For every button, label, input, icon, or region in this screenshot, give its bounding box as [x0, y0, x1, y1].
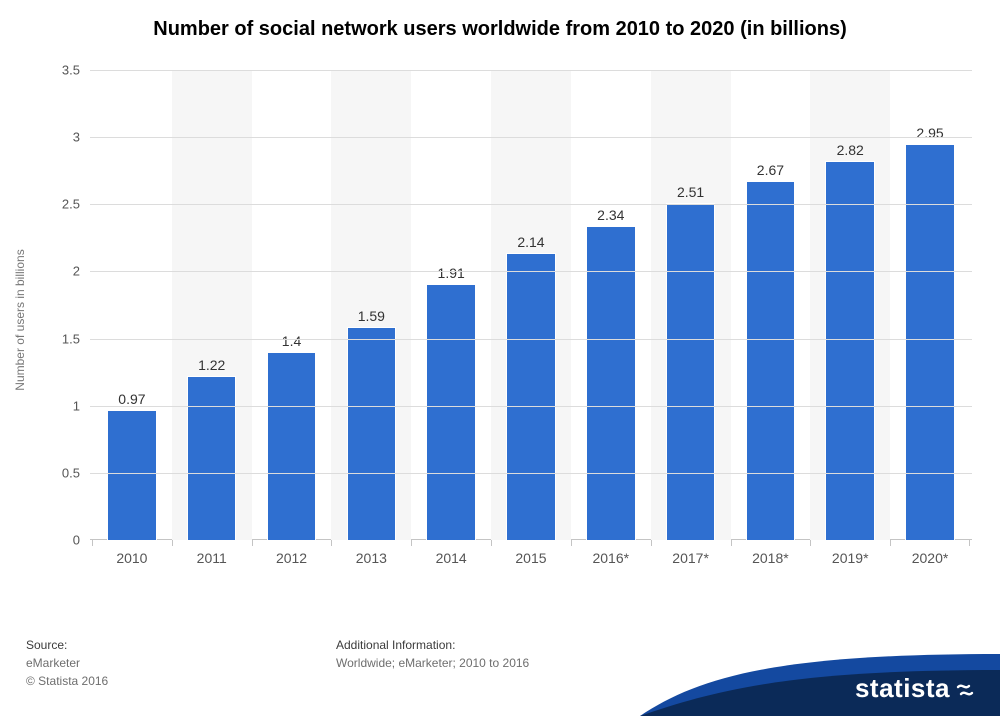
bar-slot: 1.42012: [252, 70, 332, 540]
bar: 2.82: [825, 161, 874, 540]
x-tick-mark: [810, 540, 811, 546]
x-tick-mark: [172, 540, 173, 546]
bar-slot: 2.142015: [491, 70, 571, 540]
bar-slot: 1.912014: [411, 70, 491, 540]
x-tick-mark: [731, 540, 732, 546]
y-tick-label: 2.5: [62, 197, 80, 212]
y-tick-label: 1: [73, 398, 80, 413]
bar-slot: 2.672018*: [731, 70, 811, 540]
y-axis-label: Number of users in billions: [13, 249, 27, 390]
bar: 2.34: [586, 226, 635, 540]
copyright-text: © Statista 2016: [26, 672, 108, 690]
bar-value-label: 2.82: [837, 142, 864, 158]
bar-slot: 2.822019*: [810, 70, 890, 540]
bar-slot: 1.222011: [172, 70, 252, 540]
bar: 1.91: [426, 284, 475, 540]
x-tick-mark: [411, 540, 412, 546]
y-tick-label: 3.5: [62, 63, 80, 78]
x-tick-mark: [651, 540, 652, 546]
plot-region: 0.9720101.2220111.420121.5920131.9120142…: [90, 70, 972, 540]
grid-line: [90, 137, 972, 138]
grid-line: [90, 406, 972, 407]
grid-line: [90, 271, 972, 272]
bar-slot: 2.512017*: [651, 70, 731, 540]
additional-info-text: Worldwide; eMarketer; 2010 to 2016: [336, 654, 529, 672]
source-block: Source: eMarketer © Statista 2016: [26, 636, 108, 690]
statista-wordmark: statista: [855, 673, 978, 704]
chart-area: Number of users in billions 0.9720101.22…: [42, 60, 982, 580]
additional-info-label: Additional Information:: [336, 636, 529, 654]
bar: 2.95: [905, 144, 954, 540]
x-tick-mark: [252, 540, 253, 546]
bar-value-label: 2.14: [517, 234, 544, 250]
x-tick-label: 2013: [356, 550, 387, 566]
y-tick-label: 1.5: [62, 331, 80, 346]
bar-value-label: 1.91: [438, 265, 465, 281]
bar-value-label: 2.95: [916, 125, 943, 141]
brand-text: statista: [855, 673, 950, 704]
grid-line: [90, 473, 972, 474]
bar: 1.59: [347, 327, 396, 541]
x-tick-label: 2017*: [672, 550, 709, 566]
x-tick-mark: [571, 540, 572, 546]
x-tick-mark: [969, 540, 970, 546]
grid-line: [90, 70, 972, 71]
bar-slot: 0.972010: [92, 70, 172, 540]
chart-footer: Source: eMarketer © Statista 2016 Additi…: [0, 630, 1000, 716]
bar-value-label: 1.22: [198, 357, 225, 373]
x-tick-label: 2019*: [832, 550, 869, 566]
bar: 2.51: [666, 203, 715, 540]
x-tick-label: 2012: [276, 550, 307, 566]
source-label: Source:: [26, 636, 108, 654]
additional-info-block: Additional Information: Worldwide; eMark…: [336, 636, 529, 672]
grid-line: [90, 204, 972, 205]
bar: 2.14: [506, 253, 555, 540]
bar-slot: 1.592013: [331, 70, 411, 540]
bar-slot: 2.952020*: [890, 70, 970, 540]
x-tick-mark: [92, 540, 93, 546]
bar-value-label: 1.4: [282, 333, 301, 349]
x-tick-label: 2010: [116, 550, 147, 566]
x-tick-label: 2016*: [592, 550, 629, 566]
y-tick-label: 0: [73, 533, 80, 548]
chart-title: Number of social network users worldwide…: [0, 0, 1000, 41]
x-tick-label: 2014: [436, 550, 467, 566]
x-tick-label: 2011: [197, 550, 227, 566]
statista-logo: statista: [640, 640, 1000, 716]
x-tick-label: 2018*: [752, 550, 789, 566]
x-tick-label: 2015: [515, 550, 546, 566]
statista-wave-icon: [956, 678, 978, 700]
x-tick-mark: [890, 540, 891, 546]
bar: 1.22: [187, 376, 236, 540]
bar-value-label: 2.34: [597, 207, 624, 223]
x-tick-mark: [491, 540, 492, 546]
bar-value-label: 2.51: [677, 184, 704, 200]
y-tick-label: 3: [73, 130, 80, 145]
bar-value-label: 1.59: [358, 308, 385, 324]
x-tick-label: 2020*: [912, 550, 949, 566]
bar: 1.4: [267, 352, 316, 540]
bar-value-label: 2.67: [757, 162, 784, 178]
bar-value-label: 0.97: [118, 391, 145, 407]
y-tick-label: 0.5: [62, 465, 80, 480]
bar: 2.67: [746, 181, 795, 540]
x-tick-mark: [331, 540, 332, 546]
bars-container: 0.9720101.2220111.420121.5920131.9120142…: [90, 70, 972, 540]
grid-line: [90, 339, 972, 340]
source-text: eMarketer: [26, 654, 108, 672]
bar: 0.97: [107, 410, 156, 540]
y-tick-label: 2: [73, 264, 80, 279]
bar-slot: 2.342016*: [571, 70, 651, 540]
